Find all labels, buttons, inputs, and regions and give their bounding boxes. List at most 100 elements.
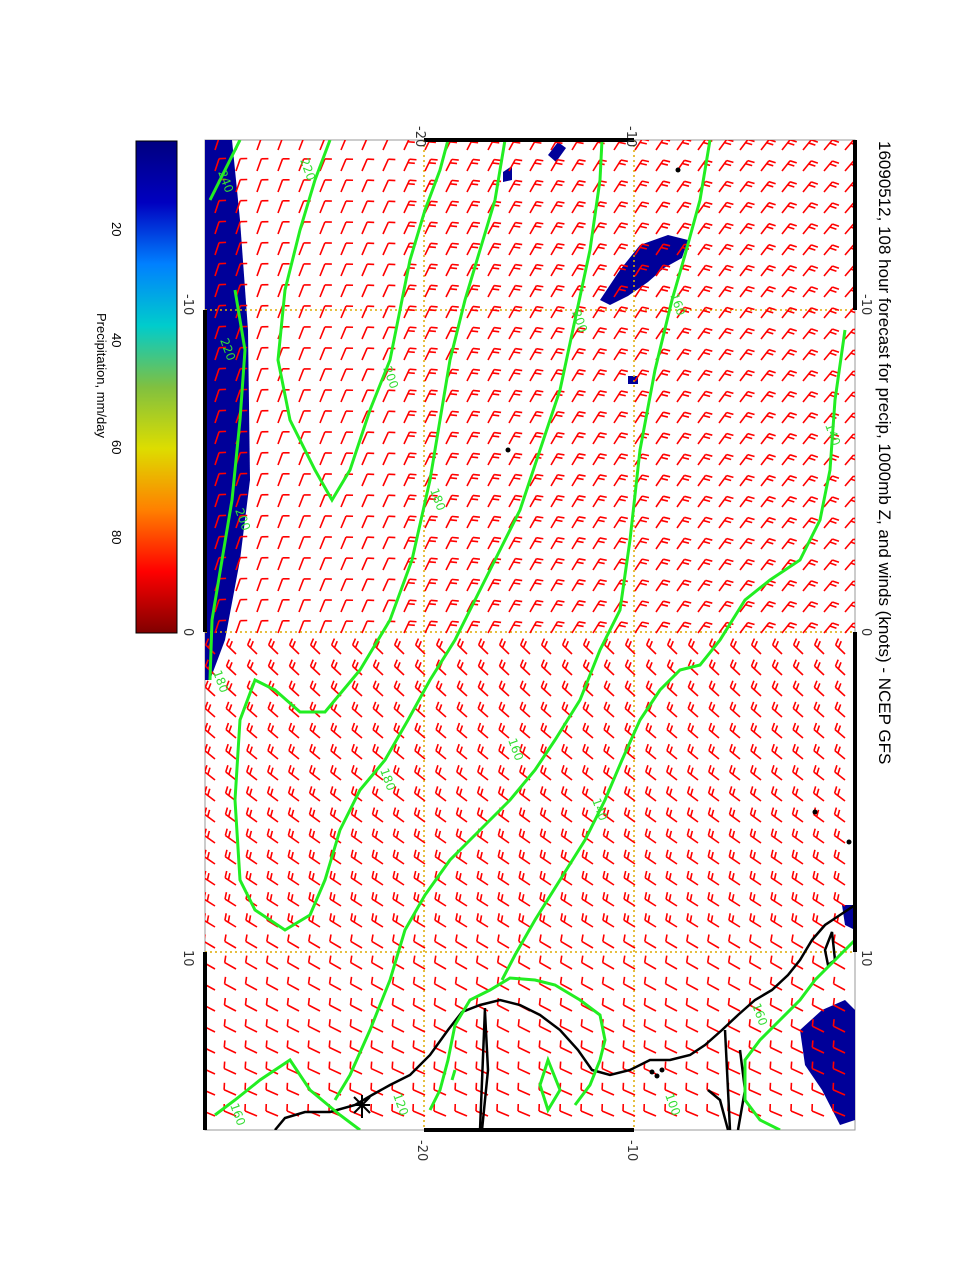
map-area: 2402202002202001802001801601401801601401… [180, 126, 873, 1161]
wind-barb [214, 472, 227, 487]
wind-barb [718, 390, 734, 403]
wind-barb [634, 327, 650, 340]
wind-barb [634, 621, 650, 634]
wind-barb [729, 722, 741, 739]
wind-barb [550, 620, 565, 634]
wind-barb [403, 140, 415, 151]
wind-barb [676, 222, 692, 235]
wind-barb [602, 892, 615, 907]
wind-barb [729, 680, 741, 697]
wind-barb [256, 304, 269, 319]
wind-barb [728, 807, 741, 823]
wind-barb [456, 638, 468, 655]
wind-barb [790, 955, 804, 970]
wind-barb [328, 1040, 342, 1054]
wind-barb [792, 638, 804, 655]
wind-barb [613, 516, 628, 529]
wind-barb [508, 221, 523, 235]
wind-barb [665, 849, 678, 865]
wind-barb [287, 849, 300, 865]
wind-barb [403, 620, 417, 634]
wind-barb [559, 1040, 573, 1054]
wind-barb [718, 411, 734, 424]
wind-barb [476, 892, 489, 907]
wind-barb [739, 516, 755, 529]
wind-barb [571, 327, 586, 340]
wind-barb [424, 284, 438, 298]
wind-barb [382, 158, 396, 172]
island [505, 447, 511, 453]
wind-barb [665, 934, 678, 949]
wind-barb [349, 1082, 363, 1096]
wind-barb [540, 659, 552, 676]
wind-barb [403, 179, 417, 193]
wind-barb [781, 223, 797, 235]
wind-barb [466, 452, 480, 466]
wind-barb [823, 202, 840, 214]
tick-left-lat-2: 0 [180, 628, 195, 636]
wind-barb [529, 347, 544, 361]
wind-barb [613, 327, 628, 340]
wind-barb [550, 158, 565, 172]
wind-barb [372, 722, 384, 739]
wind-barb [559, 997, 573, 1012]
wind-barb [634, 369, 650, 382]
wind-barb [622, 1040, 636, 1054]
wind-barb [592, 600, 607, 613]
wind-barb [330, 722, 342, 739]
wind-barb [707, 786, 720, 802]
wind-barb [361, 620, 375, 634]
wind-barb [265, 1103, 279, 1117]
wind-barb [676, 516, 692, 529]
wind-barb [298, 389, 311, 403]
wind-barb [844, 391, 855, 403]
wind-barb [634, 222, 650, 235]
wind-barb [529, 389, 544, 403]
wind-barb [823, 140, 840, 151]
wind-barb [496, 1019, 510, 1033]
wind-barb [603, 722, 615, 739]
wind-barb [214, 493, 227, 508]
wind-barb [781, 517, 797, 529]
wind-barb [760, 537, 776, 550]
wind-barb [728, 913, 741, 928]
wind-barb [445, 599, 459, 613]
wind-barb [267, 743, 279, 760]
wind-barb [508, 473, 523, 487]
wind-barb [382, 221, 396, 235]
wind-barb [550, 200, 565, 214]
wind-barb [750, 701, 762, 718]
wind-barb [739, 390, 755, 403]
wind-barb [319, 473, 332, 487]
wind-barb [371, 807, 384, 823]
wind-barb [760, 453, 776, 466]
wind-barb [412, 955, 426, 970]
wind-barb [644, 892, 657, 907]
wind-barb [832, 1019, 846, 1033]
colorbar: 20 40 60 80 Precipitation, mm/day [94, 140, 178, 634]
wind-barb [277, 179, 290, 193]
wind-barb [823, 601, 840, 613]
wind-barb [256, 262, 269, 277]
wind-barb [287, 934, 300, 949]
wind-barb [592, 474, 607, 487]
wind-barb [538, 1019, 552, 1033]
wind-barb [811, 1061, 825, 1075]
wind-barb [791, 870, 804, 886]
wind-barb [676, 369, 692, 382]
wind-barb [750, 743, 762, 760]
wind-barb [645, 680, 657, 697]
wind-barb [393, 701, 405, 718]
tick-right-lat-1: -10 [858, 294, 873, 315]
wind-barb [602, 807, 615, 823]
wind-barb [235, 577, 248, 592]
wind-barb [277, 452, 290, 466]
wind-barb [370, 1061, 384, 1075]
wind-barb [329, 870, 342, 886]
wind-barb [634, 140, 650, 151]
wind-barb [370, 1103, 384, 1117]
wind-barb [329, 807, 342, 823]
wind-barb [224, 870, 237, 886]
wind-barb [307, 955, 321, 970]
wind-barb [802, 559, 819, 571]
